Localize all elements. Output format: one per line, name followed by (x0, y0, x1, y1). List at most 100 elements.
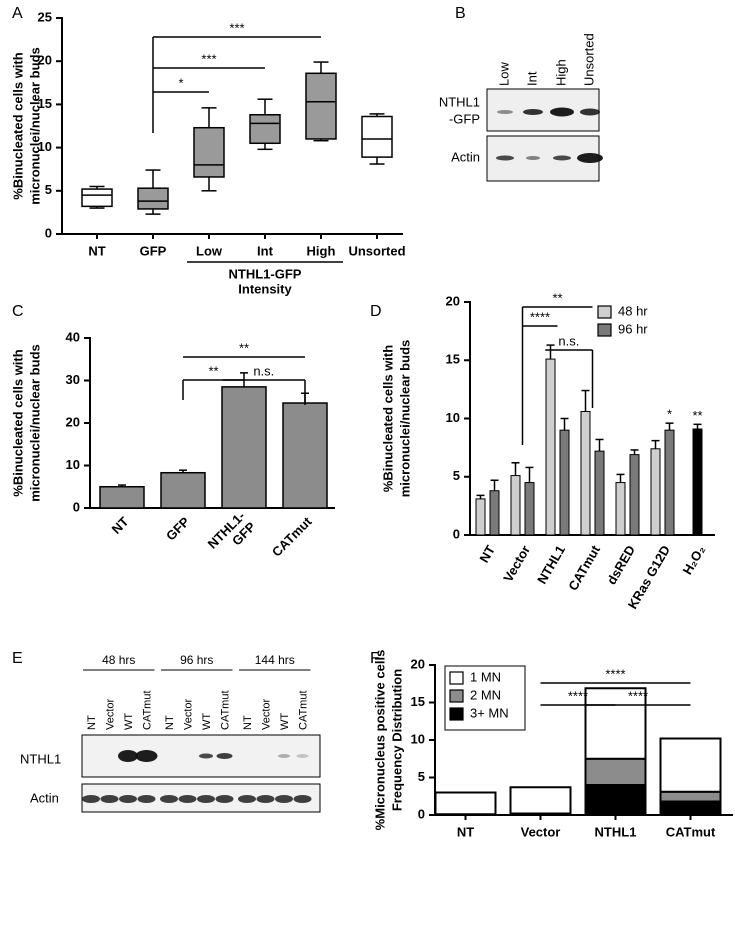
blot-band (160, 795, 178, 803)
blot-band (82, 795, 100, 803)
significance-label: * (667, 407, 672, 422)
x-tick-label: CATmut (565, 542, 603, 593)
y-tick-label: 0 (453, 526, 460, 541)
y-tick-label: 10 (38, 139, 52, 154)
y-tick-label: 5 (418, 769, 425, 784)
box (137, 187, 169, 210)
bar (664, 429, 675, 536)
blot-band (238, 795, 256, 803)
legend-swatch (597, 323, 612, 337)
blot-band (553, 155, 571, 161)
panel-label: A (12, 5, 23, 22)
group-label: 144 hrs (255, 653, 295, 667)
lane-label: NT (164, 715, 176, 730)
significance-label: *** (229, 20, 244, 35)
y-tick-label: 30 (66, 372, 80, 387)
blot-band (137, 795, 156, 803)
bar (510, 475, 521, 536)
legend-swatch (597, 305, 612, 319)
y-tick-label: 5 (45, 182, 52, 197)
significance-label: ** (552, 290, 562, 305)
lane-label: Vector (260, 698, 272, 730)
panel-label: D (370, 303, 382, 320)
x-tick-label: NT (457, 824, 474, 839)
bar (594, 450, 605, 536)
bar (160, 471, 206, 509)
legend-swatch (449, 707, 464, 721)
x-tick-label: NTHL1 (595, 824, 637, 839)
legend-frame (444, 665, 526, 731)
y-tick-label: 20 (446, 293, 460, 308)
y-tick-label: 25 (38, 9, 52, 24)
y-tick-label: 20 (66, 414, 80, 429)
y-tick-label: 15 (446, 352, 460, 367)
blot-band (178, 795, 197, 803)
blot-band (275, 795, 293, 803)
bar-segment (584, 757, 647, 786)
bar-segment (659, 790, 722, 803)
lane-label: NT (86, 715, 98, 730)
lane-label: Low (496, 62, 511, 86)
group-label: 96 hrs (180, 653, 213, 667)
y-tick-label: 15 (38, 96, 52, 111)
bar (559, 429, 570, 536)
significance-label: ** (239, 340, 249, 355)
y-tick-label: 20 (411, 656, 425, 671)
significance-label: **** (530, 309, 550, 324)
y-tick-label: 10 (66, 457, 80, 472)
box (81, 188, 113, 208)
bar-segment (434, 791, 497, 816)
bar (545, 358, 556, 536)
y-axis-label: %Micronucleus positive cells Frequency Di… (373, 650, 405, 831)
legend-label: 96 hr (618, 321, 648, 336)
legend-swatch (449, 689, 464, 703)
significance-label: **** (568, 688, 588, 703)
significance-label: ** (692, 408, 702, 423)
significance-label: n.s. (253, 363, 274, 378)
x-tick-label: NTHL1 (534, 543, 568, 587)
significance-label: *** (201, 51, 216, 66)
blot-band (215, 795, 234, 803)
x-tick-label: NT (476, 543, 498, 566)
blot-band (199, 753, 213, 759)
legend-label: 3+ MN (470, 705, 509, 720)
box (361, 115, 393, 158)
x-tick-label: Unsorted (348, 243, 405, 258)
group-label: NTHL1-GFP Intensity (229, 267, 302, 297)
x-tick-label: H₂O₂ (680, 543, 709, 578)
x-tick-label: GFP (140, 243, 167, 258)
bar (221, 386, 267, 509)
y-tick-label: 0 (73, 499, 80, 514)
lane-label: CATmut (141, 690, 153, 730)
bar (282, 402, 328, 509)
legend-label: 2 MN (470, 687, 501, 702)
lane-label: High (553, 59, 568, 86)
panel-label: E (12, 650, 23, 667)
row-label: Actin (451, 149, 480, 164)
lane-label: WT (123, 713, 135, 730)
blot-band (256, 795, 275, 803)
box (305, 72, 337, 140)
significance-label: * (178, 75, 183, 90)
y-tick-label: 10 (411, 731, 425, 746)
legend-label: 48 hr (618, 303, 648, 318)
y-axis-label: %Binucleated cells with micronuclei/nucle… (381, 340, 413, 498)
lane-label: Int (524, 71, 539, 86)
lane-label: Vector (182, 698, 194, 730)
significance-label: ** (208, 363, 218, 378)
row-label: NTHL1 -GFP (439, 95, 480, 127)
y-tick-label: 20 (38, 53, 52, 68)
blot-band (119, 795, 137, 803)
x-tick-label: Vector (500, 543, 533, 585)
blot-band (197, 795, 215, 803)
blot-band (135, 750, 158, 762)
lane-label: CATmut (219, 690, 231, 730)
y-tick-label: 10 (446, 410, 460, 425)
blot-band (496, 155, 514, 161)
x-tick-label: NTHL1-GFP (205, 508, 259, 562)
box (249, 114, 281, 145)
legend-swatch (449, 671, 464, 685)
x-tick-label: High (307, 243, 336, 258)
panel-label: F (370, 650, 380, 667)
bar (692, 428, 703, 536)
